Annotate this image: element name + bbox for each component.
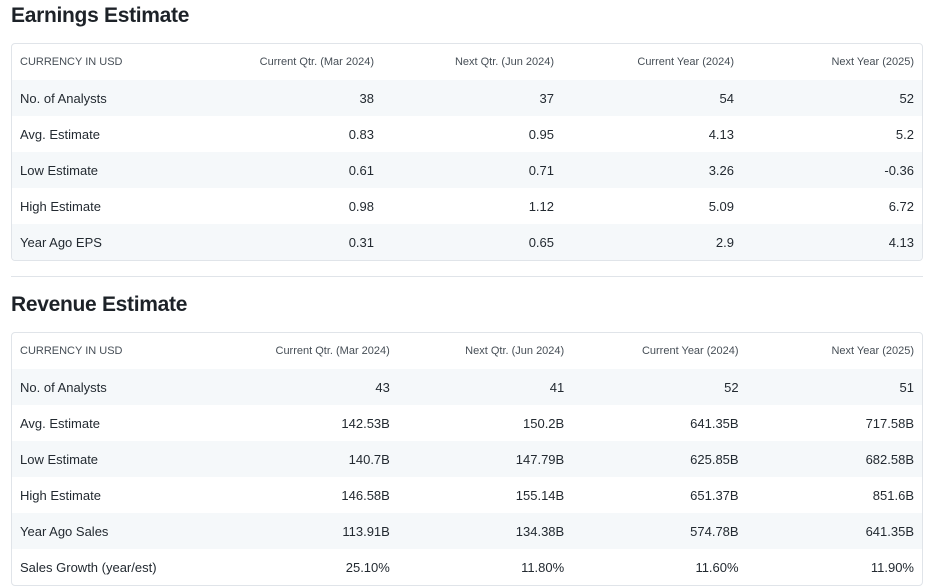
revenue-header-cell: Current Year (2024) — [641, 345, 739, 357]
row-label: High Estimate — [20, 198, 101, 214]
row-label: Avg. Estimate — [20, 415, 100, 431]
table-cell: 134.38B — [397, 513, 573, 549]
table-row: Year Ago EPS 0.31 0.65 2.9 4.13 — [12, 224, 922, 260]
table-cell: 51 — [746, 369, 922, 405]
table-cell: 38 — [202, 80, 382, 116]
table-cell: 11.90% — [870, 559, 914, 575]
row-label: Low Estimate — [12, 152, 202, 188]
table-row: High Estimate 0.98 1.12 5.09 6.72 — [12, 188, 922, 224]
revenue-header-cell: Next Year (2025) — [831, 345, 914, 357]
table-cell: 155.14B — [515, 487, 565, 503]
table-cell: 3.26 — [562, 152, 742, 188]
table-cell: 25.10% — [345, 559, 390, 575]
table-cell: 41 — [397, 369, 573, 405]
table-cell: 0.98 — [348, 198, 374, 214]
table-cell: 150.2B — [523, 415, 565, 431]
table-cell: 717.58B — [865, 415, 914, 431]
table-cell: 574.78B — [572, 513, 747, 549]
earnings-estimate-table: CURRENCY IN USD Current Qtr. (Mar 2024) … — [12, 44, 922, 260]
table-cell: 641.35B — [690, 415, 739, 431]
row-label: Avg. Estimate — [20, 126, 100, 142]
table-cell: 11.80% — [521, 559, 565, 575]
section-divider — [11, 276, 923, 277]
table-cell: 0.71 — [382, 152, 562, 188]
earnings-header-cell: CURRENCY IN USD — [20, 56, 123, 68]
table-row: Low Estimate 0.61 0.71 3.26 -0.36 — [12, 152, 922, 188]
table-row: Sales Growth (year/est) 25.10% 11.80% 11.60… — [12, 549, 922, 585]
table-cell: 11.60% — [695, 559, 739, 575]
table-cell: 147.79B — [397, 441, 573, 477]
revenue-header-cell: CURRENCY IN USD — [20, 345, 123, 357]
table-cell: 0.31 — [202, 224, 382, 260]
row-label: No. of Analysts — [12, 80, 202, 116]
earnings-estimate-title: Earnings Estimate — [11, 4, 190, 27]
earnings-header-row: CURRENCY IN USD Current Qtr. (Mar 2024) … — [12, 44, 922, 80]
earnings-estimate-section: Earnings Estimate CURRENCY IN USD Curren… — [11, 4, 923, 261]
row-label: Year Ago EPS — [12, 224, 202, 260]
table-cell: 140.7B — [222, 441, 398, 477]
revenue-estimate-table: CURRENCY IN USD Current Qtr. (Mar 2024) … — [12, 333, 922, 585]
row-label: Low Estimate — [12, 441, 223, 477]
table-cell: 113.91B — [222, 513, 398, 549]
table-cell: 4.13 — [742, 224, 922, 260]
revenue-header-cell: Next Qtr. (Jun 2024) — [465, 345, 565, 357]
row-label: Sales Growth (year/est) — [20, 559, 157, 575]
table-cell: 0.65 — [382, 224, 562, 260]
table-cell: 5.09 — [708, 198, 734, 214]
table-cell: 0.95 — [528, 126, 554, 142]
revenue-estimate-title: Revenue Estimate — [11, 293, 188, 316]
table-cell: 641.35B — [746, 513, 922, 549]
revenue-estimate-section: Revenue Estimate CURRENCY IN USD Current… — [11, 293, 923, 586]
table-cell: 5.2 — [895, 126, 914, 142]
revenue-header-row: CURRENCY IN USD Current Qtr. (Mar 2024) … — [12, 333, 922, 369]
table-cell: 2.9 — [562, 224, 742, 260]
earnings-header-cell: Next Year (2025) — [831, 56, 914, 68]
table-row: No. of Analysts 43 41 52 51 — [12, 369, 922, 405]
table-row: Low Estimate 140.7B 147.79B 625.85B 682.58B — [12, 441, 922, 477]
table-row: No. of Analysts 38 37 54 52 — [12, 80, 922, 116]
row-label: Year Ago Sales — [12, 513, 223, 549]
earnings-header-cell: Next Qtr. (Jun 2024) — [454, 56, 554, 68]
table-cell: 37 — [382, 80, 562, 116]
table-cell: 142.53B — [341, 415, 390, 431]
table-cell: 0.83 — [348, 126, 374, 142]
table-cell: 52 — [572, 369, 747, 405]
table-cell: 1.12 — [528, 198, 554, 214]
table-cell: 4.13 — [708, 126, 734, 142]
earnings-estimate-table-card: CURRENCY IN USD Current Qtr. (Mar 2024) … — [11, 43, 923, 261]
table-cell: 651.37B — [690, 487, 739, 503]
table-row: High Estimate 146.58B 155.14B 651.37B 851.6B — [12, 477, 922, 513]
table-cell: 682.58B — [746, 441, 922, 477]
table-cell: 851.6B — [872, 487, 914, 503]
revenue-header-cell: Current Qtr. (Mar 2024) — [275, 345, 390, 357]
table-cell: 146.58B — [341, 487, 390, 503]
table-cell: 6.72 — [888, 198, 914, 214]
row-label: No. of Analysts — [12, 369, 223, 405]
table-cell: 43 — [222, 369, 398, 405]
table-row: Year Ago Sales 113.91B 134.38B 574.78B 641.3… — [12, 513, 922, 549]
earnings-header-cell: Current Year (2024) — [637, 56, 734, 68]
table-row: Avg. Estimate 142.53B 150.2B 641.35B 717.58B — [12, 405, 922, 441]
table-cell: 52 — [742, 80, 922, 116]
table-cell: -0.36 — [742, 152, 922, 188]
revenue-estimate-table-card: CURRENCY IN USD Current Qtr. (Mar 2024) … — [11, 332, 923, 586]
table-cell: 625.85B — [572, 441, 747, 477]
table-row: Avg. Estimate 0.83 0.95 4.13 5.2 — [12, 116, 922, 152]
earnings-header-cell: Current Qtr. (Mar 2024) — [259, 56, 374, 68]
table-cell: 0.61 — [202, 152, 382, 188]
table-cell: 54 — [562, 80, 742, 116]
row-label: High Estimate — [20, 487, 101, 503]
